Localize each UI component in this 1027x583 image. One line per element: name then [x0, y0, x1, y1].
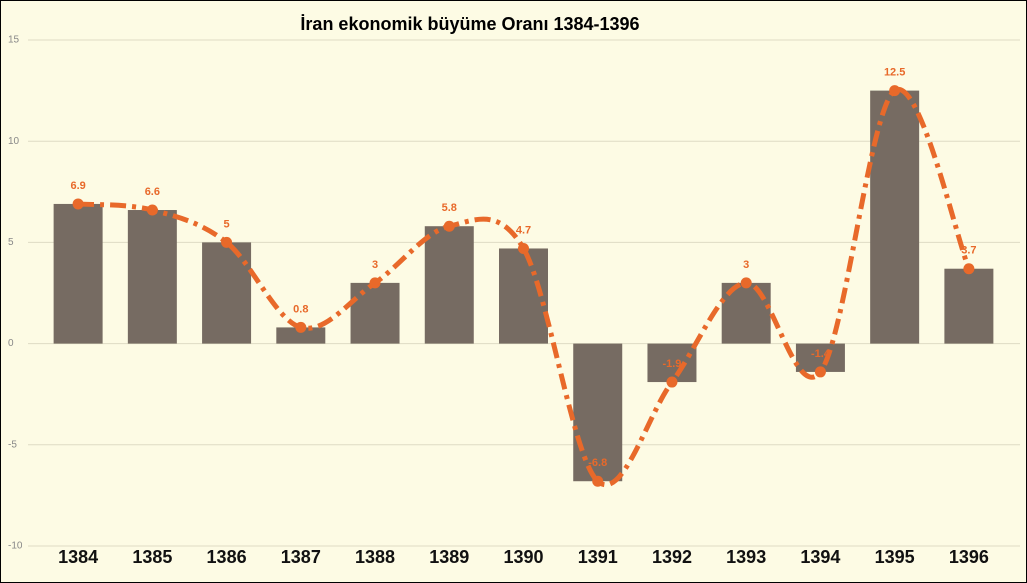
- bar: [424, 226, 474, 344]
- line-marker: [963, 263, 975, 275]
- y-tick-label: 5: [8, 237, 14, 248]
- line-marker: [369, 277, 381, 289]
- line-marker: [146, 204, 158, 216]
- data-label: 0.8: [293, 303, 308, 315]
- x-tick-label: 1384: [58, 547, 98, 567]
- data-label: 3: [372, 259, 378, 271]
- line-marker: [443, 220, 455, 232]
- bar: [573, 343, 623, 482]
- data-label: 3: [743, 259, 749, 271]
- y-tick-label: 15: [8, 35, 20, 46]
- y-tick-label: -10: [8, 541, 23, 552]
- line-marker: [295, 321, 307, 333]
- line-marker: [592, 475, 604, 487]
- bar: [350, 282, 400, 344]
- x-tick-label: 1387: [281, 547, 321, 567]
- x-tick-label: 1385: [132, 547, 172, 567]
- data-label: 3.7: [961, 245, 976, 257]
- line-marker: [666, 376, 678, 388]
- x-tick-label: 1394: [800, 547, 840, 567]
- line-marker: [740, 277, 752, 289]
- bar: [944, 268, 994, 344]
- y-tick-label: -5: [8, 439, 17, 450]
- chart-title: İran ekonomik büyüme Oranı 1384-1396: [300, 14, 639, 34]
- x-tick-label: 1395: [875, 547, 915, 567]
- x-tick-label: 1389: [429, 547, 469, 567]
- data-label: 4.7: [516, 224, 531, 236]
- x-tick-label: 1391: [578, 547, 618, 567]
- data-label: 6.6: [145, 186, 160, 198]
- bar: [202, 242, 252, 344]
- line-marker: [72, 198, 84, 210]
- bar: [127, 210, 177, 344]
- bar: [53, 203, 103, 344]
- y-tick-label: 10: [8, 136, 20, 147]
- line-marker: [221, 236, 233, 248]
- data-label: 6.9: [70, 180, 85, 192]
- trend-line: [77, 86, 972, 487]
- line-marker: [814, 366, 826, 378]
- x-tick-label: 1386: [207, 547, 247, 567]
- x-tick-label: 1396: [949, 547, 989, 567]
- bar: [647, 343, 697, 383]
- data-label: 5: [224, 218, 230, 230]
- bar: [870, 90, 920, 344]
- x-tick-label: 1390: [503, 547, 543, 567]
- data-label: 12.5: [884, 67, 905, 79]
- line-marker: [889, 85, 901, 97]
- data-label: -1.4: [811, 348, 831, 360]
- bar: [276, 327, 326, 344]
- data-label: -1.9: [662, 358, 681, 370]
- x-tick-label: 1393: [726, 547, 766, 567]
- data-label: -6.8: [588, 457, 607, 469]
- x-tick-label: 1392: [652, 547, 692, 567]
- data-label: 5.8: [442, 202, 457, 214]
- line-marker: [518, 242, 529, 254]
- y-tick-label: 0: [8, 338, 14, 349]
- x-tick-label: 1388: [355, 547, 395, 567]
